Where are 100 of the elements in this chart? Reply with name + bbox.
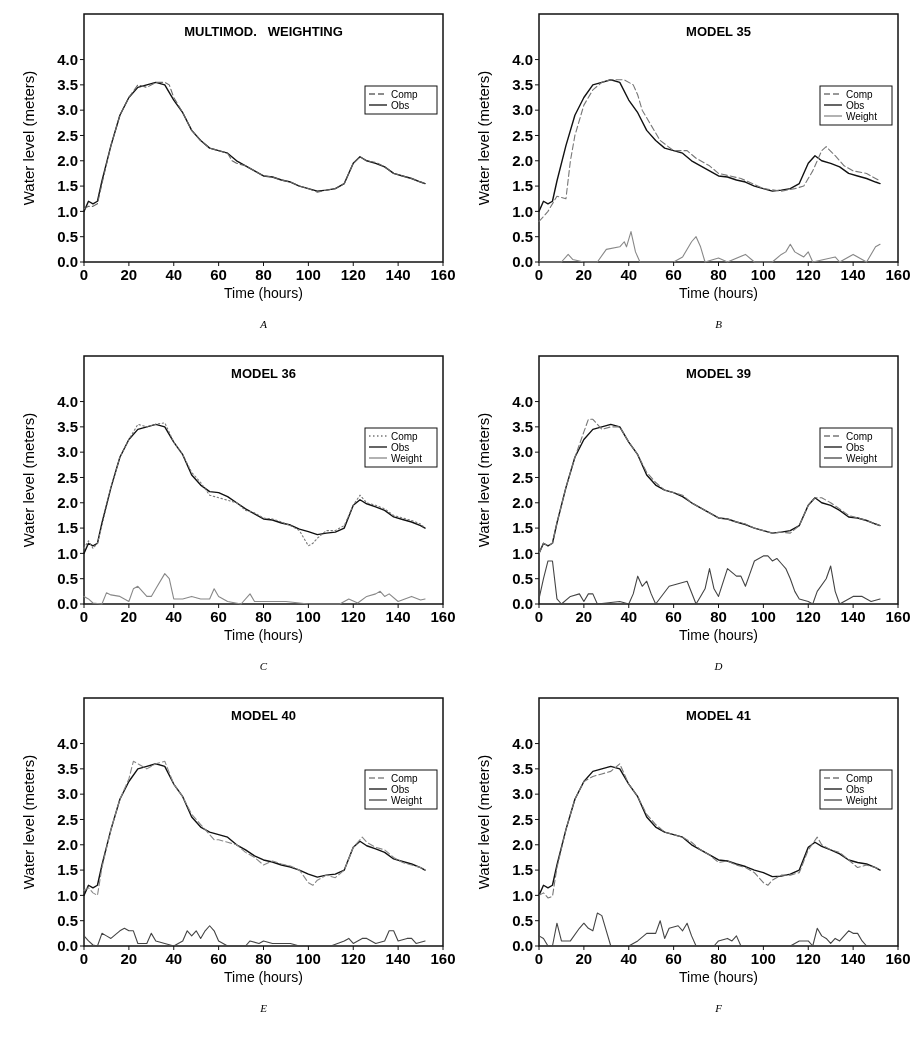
x-tick-label: 40 — [165, 608, 183, 625]
y-tick-label: 2.0 — [512, 152, 533, 170]
y-tick-label: 3.0 — [512, 443, 533, 461]
line-series — [83, 925, 426, 947]
text: F — [714, 1002, 723, 1014]
legend-label: Comp — [846, 430, 874, 442]
x-tick-label: 20 — [120, 950, 138, 967]
x-tick-label: 20 — [120, 608, 138, 625]
x-tick-label: 140 — [385, 266, 411, 283]
line-series — [538, 555, 881, 605]
text: C — [259, 660, 268, 672]
legend-label: Weight — [846, 110, 878, 122]
y-tick-label: 1.0 — [57, 202, 78, 220]
legend-label: Weight — [846, 452, 878, 464]
x-tick-label: 60 — [210, 608, 227, 625]
y-tick-label: 4.0 — [512, 734, 533, 752]
text: B — [715, 318, 723, 330]
y-tick-label: 0.5 — [57, 911, 78, 929]
text: MODEL 35 — [686, 24, 751, 39]
x-tick-label: 100 — [750, 608, 776, 625]
y-tick-label: 0.0 — [57, 937, 78, 955]
y-tick-label: 3.5 — [57, 760, 78, 778]
legend-label: Comp — [391, 88, 419, 100]
y-tick-label: 3.0 — [57, 101, 78, 119]
x-tick-label: 160 — [885, 608, 910, 625]
y-tick-label: 3.0 — [57, 443, 78, 461]
x-tick-label: 100 — [750, 266, 776, 283]
y-tick-label: 0.0 — [512, 937, 533, 955]
y-tick-label: 2.0 — [512, 836, 533, 854]
x-tick-label: 120 — [795, 950, 821, 967]
y-tick-label: 0.0 — [512, 595, 533, 613]
legend-label: Obs — [846, 99, 865, 111]
x-tick-label: 140 — [840, 266, 866, 283]
x-tick-label: 40 — [165, 950, 183, 967]
line-series — [538, 231, 881, 263]
y-tick-label: 4.0 — [57, 734, 78, 752]
x-tick-label: 80 — [255, 608, 272, 625]
text: A — [259, 318, 268, 330]
x-tick-label: 100 — [750, 950, 776, 967]
y-tick-label: 3.5 — [512, 76, 533, 94]
legend-label: Comp — [846, 88, 874, 100]
legend-label: Obs — [846, 441, 865, 453]
x-tick-label: 0 — [534, 950, 544, 967]
y-tick-label: 1.5 — [512, 861, 533, 879]
legend-label: Comp — [391, 772, 419, 784]
x-tick-label: 120 — [340, 950, 366, 967]
legend-label: Obs — [846, 783, 865, 795]
x-tick-label: 160 — [885, 266, 910, 283]
y-tick-label: 0.0 — [57, 253, 78, 271]
x-axis-title: Time (hours) — [224, 285, 303, 301]
line-series — [538, 912, 868, 947]
y-axis-title: Water level (meters) — [20, 70, 37, 206]
text: E — [259, 1002, 268, 1014]
y-tick-label: 3.0 — [57, 785, 78, 803]
x-tick-label: 0 — [534, 266, 544, 283]
legend-label: Weight — [391, 794, 423, 806]
y-tick-label: 2.0 — [512, 494, 533, 512]
x-tick-label: 80 — [255, 950, 272, 967]
x-tick-label: 40 — [165, 266, 183, 283]
y-axis-title: Water level (meters) — [475, 412, 492, 548]
y-tick-label: 1.0 — [512, 202, 533, 220]
x-tick-label: 60 — [665, 608, 682, 625]
y-tick-label: 3.0 — [512, 785, 533, 803]
y-tick-label: 2.0 — [57, 152, 78, 170]
legend-label: Comp — [391, 430, 419, 442]
y-tick-label: 2.0 — [57, 836, 78, 854]
y-tick-label: 0.5 — [512, 227, 533, 245]
y-tick-label: 4.0 — [57, 50, 78, 68]
y-tick-label: 1.5 — [512, 519, 533, 537]
y-tick-label: 2.5 — [512, 126, 533, 144]
x-tick-label: 0 — [79, 950, 89, 967]
x-tick-label: 80 — [710, 608, 727, 625]
x-tick-label: 120 — [340, 266, 366, 283]
x-tick-label: 100 — [295, 266, 321, 283]
x-tick-label: 140 — [385, 608, 411, 625]
legend-label: Comp — [846, 772, 874, 784]
x-tick-label: 20 — [575, 266, 593, 283]
legend-label: Obs — [391, 441, 410, 453]
y-tick-label: 2.5 — [57, 126, 78, 144]
x-tick-label: 40 — [620, 608, 638, 625]
y-tick-label: 2.5 — [512, 810, 533, 828]
y-axis-title: Water level (meters) — [475, 70, 492, 206]
x-tick-label: 100 — [295, 950, 321, 967]
y-tick-label: 2.5 — [57, 468, 78, 486]
x-axis-title: Time (hours) — [224, 969, 303, 985]
x-tick-label: 160 — [430, 608, 456, 625]
x-tick-label: 80 — [710, 266, 727, 283]
x-axis-title: Time (hours) — [224, 627, 303, 643]
x-tick-label: 80 — [255, 266, 272, 283]
y-tick-label: 1.5 — [57, 861, 78, 879]
y-tick-label: 4.0 — [512, 50, 533, 68]
x-tick-label: 80 — [710, 950, 727, 967]
x-axis-title: Time (hours) — [679, 285, 758, 301]
y-tick-label: 1.0 — [57, 544, 78, 562]
y-tick-label: 0.5 — [512, 911, 533, 929]
y-tick-label: 3.5 — [57, 76, 78, 94]
x-tick-label: 20 — [120, 266, 138, 283]
y-tick-label: 3.5 — [512, 418, 533, 436]
y-tick-label: 0.0 — [57, 595, 78, 613]
y-tick-label: 2.0 — [57, 494, 78, 512]
